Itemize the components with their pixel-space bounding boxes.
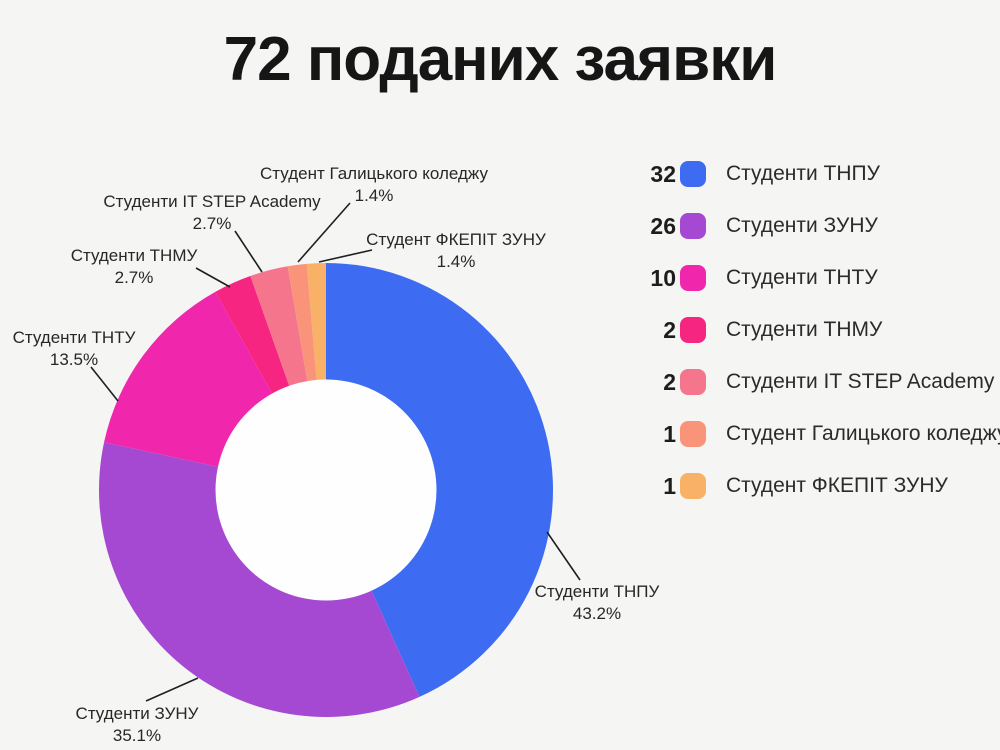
legend-count: 1 — [663, 420, 676, 447]
legend-swatch-icon — [680, 161, 706, 187]
legend-row-zunu: 26 Студенти ЗУНУ — [644, 200, 1000, 252]
legend-label: Студент Галицького коледжу — [726, 422, 1000, 445]
legend-swatch-icon — [680, 421, 706, 447]
donut-slice-4 — [250, 266, 308, 387]
slice-callout-label: Студенти ЗУНУ — [75, 704, 199, 723]
legend-label: Студент ФКЕПІТ ЗУНУ — [726, 474, 948, 497]
legend-label: Студенти ТНПУ — [726, 162, 880, 185]
slice-callout-itstep: Студенти IT STEP Academy 2.7% — [103, 191, 320, 235]
slice-callout-label: Студенти IT STEP Academy — [103, 192, 321, 211]
legend-count: 26 — [650, 212, 676, 239]
callout-line-tntu — [90, 366, 119, 402]
donut-slice-2 — [104, 291, 273, 467]
slice-callout-fkepit: Студент ФКЕПІТ ЗУНУ 1.4% — [366, 229, 546, 273]
slice-callout-label: Студент Галицького коледжу — [260, 164, 488, 183]
callout-line-zunu — [145, 677, 199, 702]
callout-line-itstep — [234, 230, 263, 273]
donut-slice-3 — [215, 275, 290, 394]
legend-count: 10 — [650, 264, 676, 291]
donut-slice-5 — [287, 263, 317, 382]
callout-line-fkepit — [318, 249, 373, 263]
donut-slices — [98, 263, 554, 718]
legend-swatch-icon — [680, 369, 706, 395]
legend-row-tnpu: 32 Студенти ТНПУ — [644, 148, 1000, 200]
slice-callout-zunu: Студенти ЗУНУ 35.1% — [76, 703, 199, 747]
legend-count: 32 — [650, 160, 676, 187]
slice-callout-pct: 1.4% — [436, 252, 476, 271]
slice-callout-pct: 43.2% — [572, 604, 622, 623]
slice-callout-label: Студенти ТНМУ — [70, 246, 198, 265]
legend-swatch-icon — [680, 213, 706, 239]
legend-count: 2 — [663, 368, 676, 395]
callout-line-tnpu — [546, 531, 581, 581]
callout-lines — [90, 202, 581, 702]
legend-label: Студенти IT STEP Academy — [726, 370, 995, 393]
callout-line-tnmu — [195, 267, 231, 288]
slice-callout-tntu: Студенти ТНТУ 13.5% — [13, 327, 136, 371]
legend-count: 2 — [663, 316, 676, 343]
legend-count: 1 — [663, 472, 676, 499]
slice-callout-pct: 13.5% — [49, 350, 99, 369]
legend-row-itstep: 2 Студенти IT STEP Academy — [644, 356, 1000, 408]
callout-line-halytskyi — [297, 202, 351, 263]
donut-slice-0 — [326, 263, 554, 697]
donut-slice-1 — [98, 442, 420, 718]
legend-label: Студенти ЗУНУ — [726, 214, 878, 237]
slice-callout-tnpu: Студенти ТНПУ 43.2% — [535, 581, 660, 625]
legend-row-tnmu: 2 Студенти ТНМУ — [644, 304, 1000, 356]
slice-callout-label: Студент ФКЕПІТ ЗУНУ — [366, 230, 546, 249]
donut-hole — [215, 379, 437, 601]
slice-callout-pct: 1.4% — [354, 186, 394, 205]
slice-callout-pct: 35.1% — [112, 726, 162, 745]
legend-label: Студенти ТНМУ — [726, 318, 883, 341]
slice-callout-pct: 2.7% — [114, 268, 154, 287]
slice-callout-halytskyi: Студент Галицького коледжу 1.4% — [260, 163, 488, 207]
legend-row-tntu: 10 Студенти ТНТУ — [644, 252, 1000, 304]
slice-callout-label: Студенти ТНПУ — [534, 582, 660, 601]
slice-callout-pct: 2.7% — [192, 214, 232, 233]
slice-callout-tnmu: Студенти ТНМУ 2.7% — [71, 245, 198, 289]
legend-row-fkepit: 1 Студент ФКЕПІТ ЗУНУ — [644, 460, 1000, 512]
legend-swatch-icon — [680, 473, 706, 499]
slice-callout-label: Студенти ТНТУ — [12, 328, 136, 347]
donut-slice-6 — [306, 263, 326, 381]
legend: 32 Студенти ТНПУ 26 Студенти ЗУНУ 10 Сту… — [644, 148, 1000, 512]
legend-label: Студенти ТНТУ — [726, 266, 878, 289]
page-title: 72 поданих заявки — [223, 25, 778, 94]
legend-swatch-icon — [680, 265, 706, 291]
legend-row-halytskyi: 1 Студент Галицького коледжу — [644, 408, 1000, 460]
legend-swatch-icon — [680, 317, 706, 343]
